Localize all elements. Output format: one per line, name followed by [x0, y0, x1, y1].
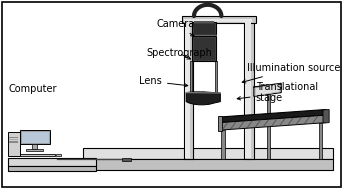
- Polygon shape: [193, 23, 215, 34]
- Polygon shape: [323, 109, 329, 123]
- Polygon shape: [194, 21, 214, 23]
- Text: Computer: Computer: [9, 84, 57, 94]
- Polygon shape: [254, 83, 281, 96]
- Bar: [182, 16, 256, 23]
- Bar: [186, 19, 190, 158]
- Polygon shape: [220, 115, 326, 130]
- Polygon shape: [122, 158, 131, 160]
- Polygon shape: [193, 37, 215, 60]
- Polygon shape: [26, 149, 43, 151]
- Polygon shape: [9, 141, 18, 143]
- Polygon shape: [220, 109, 326, 123]
- Polygon shape: [8, 132, 19, 156]
- Polygon shape: [192, 22, 216, 34]
- Polygon shape: [83, 148, 332, 159]
- Polygon shape: [8, 166, 97, 171]
- Text: Lens: Lens: [139, 76, 188, 87]
- Bar: [190, 61, 192, 96]
- Polygon shape: [19, 154, 55, 156]
- Polygon shape: [9, 137, 18, 138]
- Bar: [184, 18, 193, 159]
- Bar: [222, 130, 225, 159]
- Polygon shape: [21, 131, 48, 143]
- Bar: [319, 123, 322, 159]
- Polygon shape: [255, 84, 280, 96]
- Bar: [267, 94, 270, 159]
- Bar: [244, 18, 254, 159]
- Bar: [215, 61, 217, 96]
- Polygon shape: [83, 159, 332, 170]
- Polygon shape: [192, 36, 216, 61]
- Polygon shape: [186, 92, 220, 105]
- Polygon shape: [19, 130, 50, 144]
- Polygon shape: [32, 144, 37, 149]
- Polygon shape: [8, 158, 97, 166]
- Text: Illumination source: Illumination source: [242, 63, 340, 83]
- Text: Spectrograph: Spectrograph: [146, 48, 212, 59]
- Bar: [245, 19, 251, 158]
- Polygon shape: [218, 116, 223, 131]
- Bar: [184, 19, 252, 22]
- Polygon shape: [56, 154, 61, 156]
- Polygon shape: [9, 139, 18, 140]
- Text: Camera: Camera: [157, 19, 195, 36]
- Text: Translational
stage: Translational stage: [237, 82, 318, 103]
